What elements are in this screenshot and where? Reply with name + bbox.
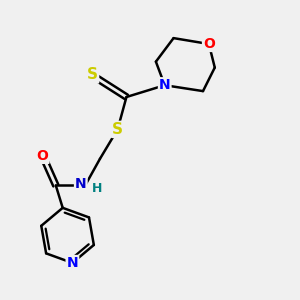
Text: H: H bbox=[92, 182, 102, 195]
Text: N: N bbox=[67, 256, 78, 270]
Text: S: S bbox=[87, 68, 98, 82]
Text: O: O bbox=[37, 149, 49, 163]
Text: N: N bbox=[75, 177, 87, 191]
Text: O: O bbox=[203, 37, 215, 51]
Text: S: S bbox=[112, 122, 123, 137]
Text: N: N bbox=[159, 78, 170, 92]
